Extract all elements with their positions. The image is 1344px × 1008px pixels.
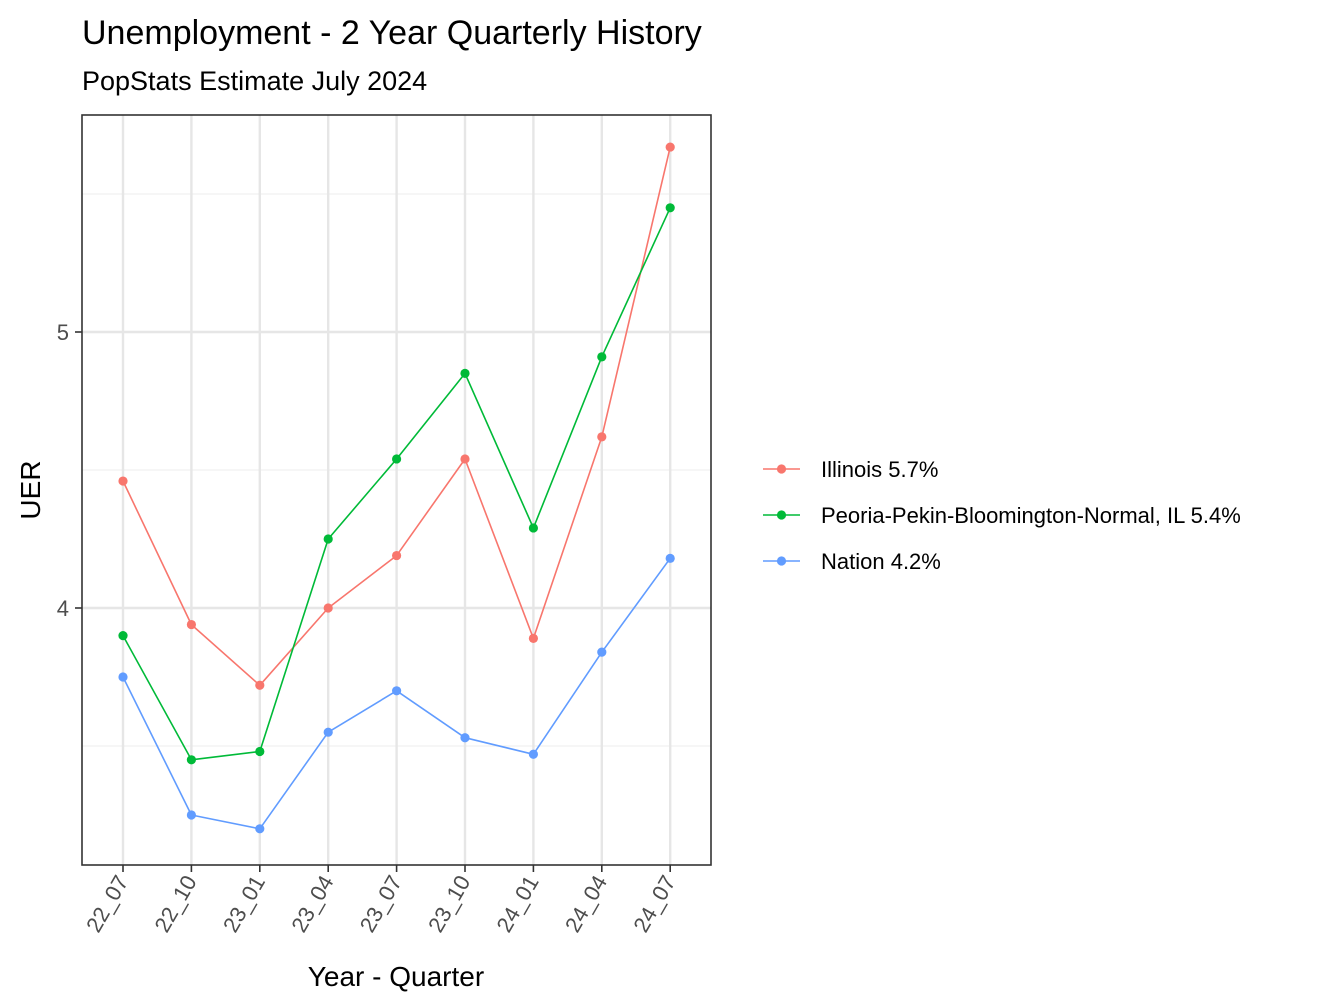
data-point [460,454,470,464]
series-layer [118,142,675,834]
x-tick-label: 24_07 [628,871,680,936]
legend-item: Nation 4.2% [763,549,941,574]
series-1 [118,142,675,690]
x-tick-label: 23_01 [218,871,270,936]
data-point [118,476,128,486]
data-point [597,352,607,362]
data-point [392,686,402,696]
legend-label: Peoria-Pekin-Bloomington-Normal, IL 5.4% [821,503,1241,528]
data-point [392,550,402,561]
x-tick-label: 22_10 [149,871,201,936]
data-point [186,755,196,765]
chart-subtitle: PopStats Estimate July 2024 [82,66,427,96]
data-point [118,631,128,641]
data-point [665,553,675,563]
y-tick-label: 5 [57,320,69,345]
legend-key-point [776,556,787,566]
data-point [323,534,333,544]
data-point [186,810,196,820]
legend-item: Illinois 5.7% [763,457,938,482]
data-point [255,746,265,757]
legend-key-point [776,464,787,474]
data-point [392,454,402,464]
data-point [528,749,539,759]
legend-key-point [776,510,787,520]
x-tick-label: 23_07 [355,871,407,936]
legend-item: Peoria-Pekin-Bloomington-Normal, IL 5.4% [763,503,1241,528]
data-point [323,727,333,737]
data-point [323,603,333,613]
x-tick-label: 24_04 [560,871,612,936]
data-point [528,633,539,643]
legend: Illinois 5.7% Peoria-Pekin-Bloomington-No… [763,457,1241,574]
x-tick-label: 22_07 [81,871,133,936]
data-point [460,733,470,743]
data-point [597,432,607,442]
data-point [460,368,470,378]
series-2 [118,203,675,765]
x-tick-label: 23_10 [423,871,475,936]
legend-label: Illinois 5.7% [821,457,938,482]
x-tick-label: 23_04 [286,871,338,936]
x-tick-label: 24_01 [491,871,543,936]
data-point [118,672,128,682]
data-point [665,142,675,152]
y-axis-title: UER [15,460,46,519]
y-tick-label: 4 [57,596,69,621]
data-point [186,619,196,630]
data-point [255,680,265,690]
series-3 [118,553,675,834]
x-axis: 22_07 22_10 23_01 23_04 23_07 23_10 24_01 24_04… [81,865,681,936]
chart-title: Unemployment - 2 Year Quarterly History [82,14,702,52]
data-point [528,523,539,533]
data-point [597,647,607,657]
data-point [665,203,675,213]
x-axis-title: Year - Quarter [308,961,484,992]
data-point [255,824,265,834]
y-axis: 45 [57,320,82,621]
legend-label: Nation 4.2% [821,549,941,574]
